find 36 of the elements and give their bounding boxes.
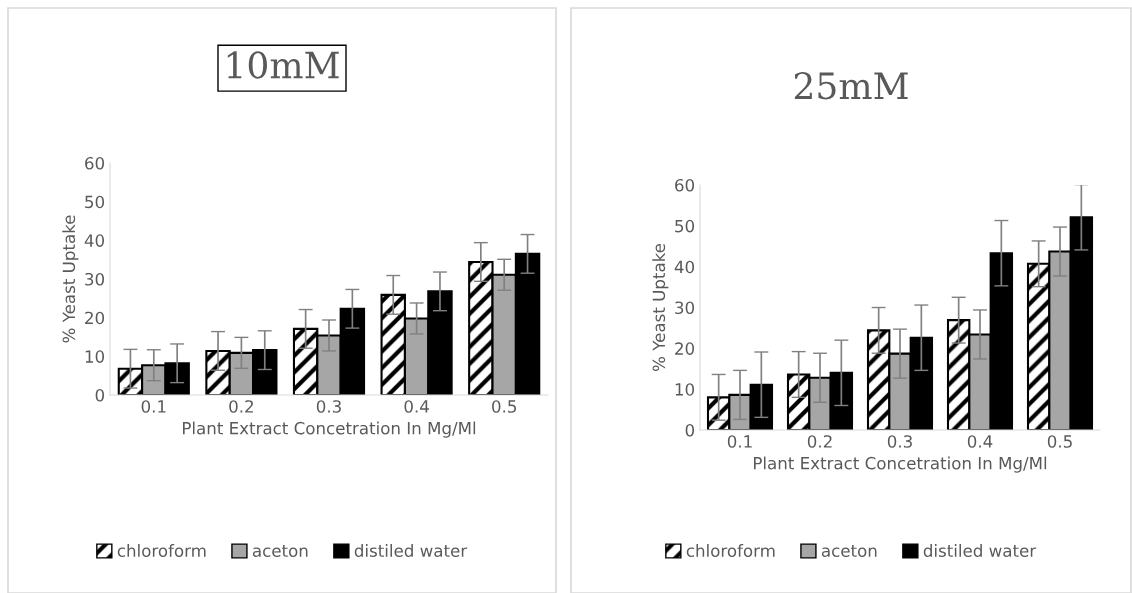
y-tick-label: 50 (85, 195, 105, 209)
legend-label: distiled water (354, 544, 468, 557)
y-tick-label: 40 (84, 234, 105, 247)
y-tick-label: 10 (85, 350, 105, 363)
legend-label: distiled water (923, 544, 1037, 557)
chart-title: 25mM (794, 72, 908, 100)
legend-label: aceton (252, 545, 308, 557)
y-tick-label: 60 (85, 156, 105, 170)
y-tick-label: 20 (85, 311, 105, 325)
y-tick-label: 0 (95, 388, 105, 402)
x-tick-label: 0.5 (492, 400, 516, 413)
y-axis-title: % Yeast Uptake (652, 243, 669, 372)
y-axis-title: % Yeast Uptake (62, 215, 79, 343)
y-tick-label: 60 (675, 178, 695, 192)
y-tick-label: 40 (674, 260, 695, 274)
y-tick-label: 50 (675, 219, 695, 233)
y-tick-label: 30 (85, 272, 105, 286)
legend-label: aceton (821, 545, 877, 557)
y-tick-label: 20 (675, 342, 695, 355)
x-tick-label: 0.4 (404, 400, 429, 413)
x-tick-label: 0.4 (967, 435, 993, 448)
y-tick-label: 10 (675, 383, 695, 396)
x-axis-title: Plant Extract Concetration In Mg/Ml (754, 456, 1047, 473)
x-tick-label: 0.2 (807, 435, 832, 448)
x-tick-label: 0.1 (727, 435, 752, 448)
x-tick-label: 0.1 (141, 400, 166, 413)
legend-label: chloroform (117, 544, 206, 557)
chart-title: 10mM (227, 51, 339, 79)
x-axis-title: Plant Extract Concetration In Mg/Ml (183, 421, 476, 438)
x-tick-label: 0.3 (316, 400, 341, 413)
y-tick-label: 30 (675, 301, 695, 315)
x-tick-label: 0.2 (229, 400, 253, 413)
x-tick-label: 0.5 (1047, 435, 1072, 448)
legend-label: chloroform (686, 544, 775, 557)
y-tick-label: 0 (685, 423, 695, 437)
x-tick-label: 0.3 (887, 435, 912, 448)
